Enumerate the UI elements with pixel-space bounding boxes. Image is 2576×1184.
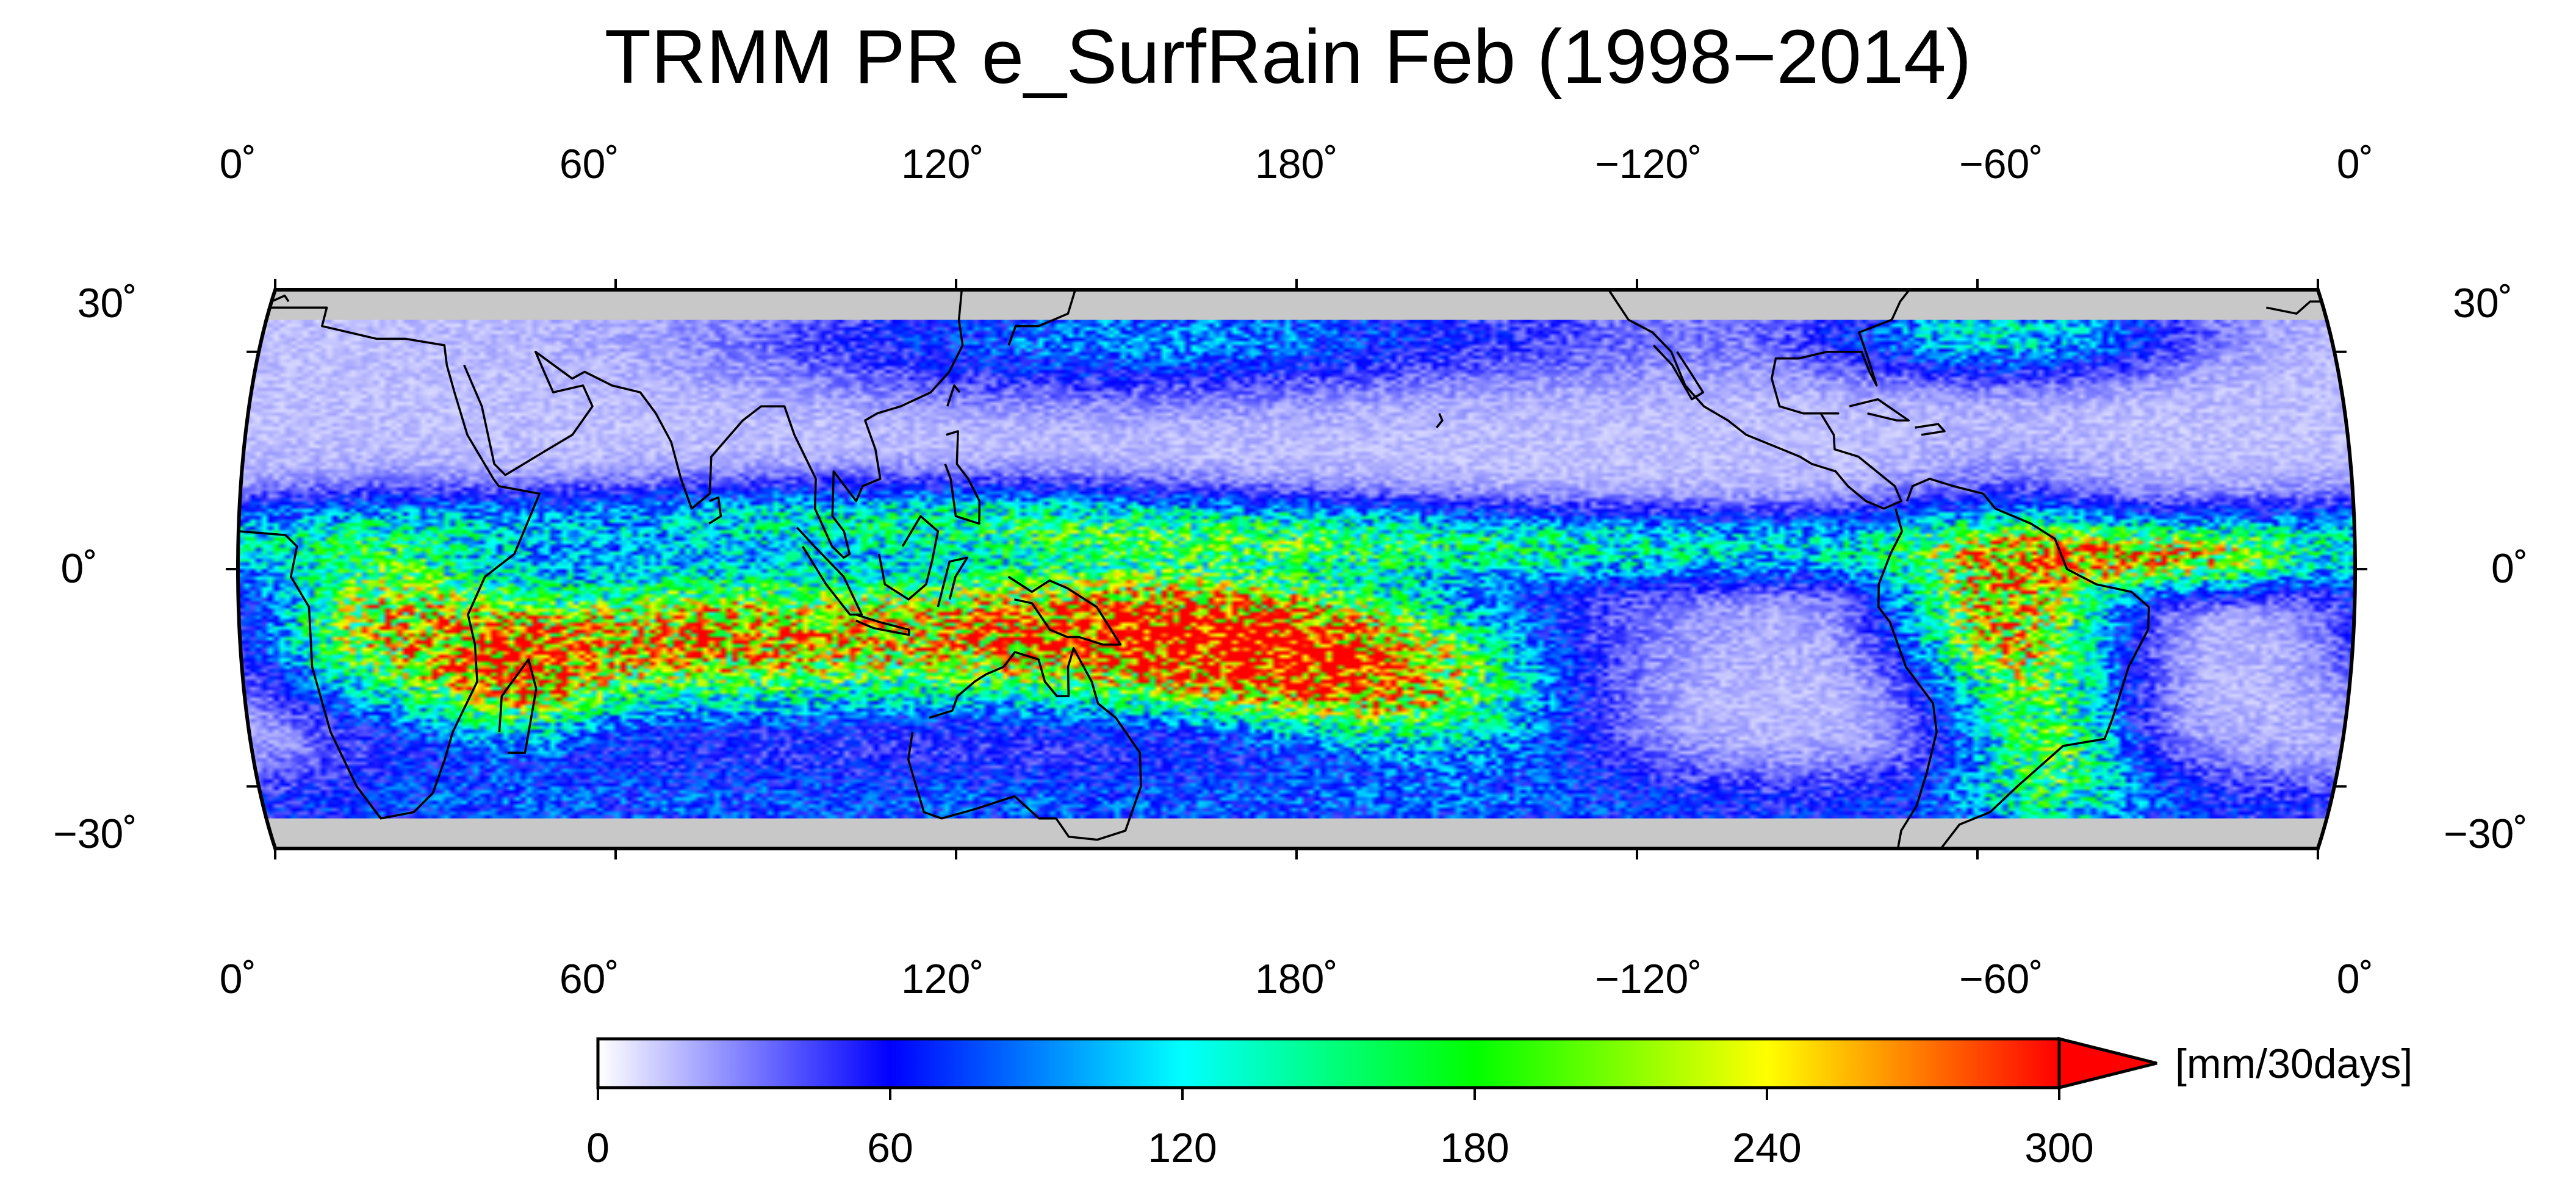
colorbar-tick-0: 0 xyxy=(586,1125,610,1171)
colorbar-tick-240: 240 xyxy=(1732,1125,1801,1171)
colorbar-gradient xyxy=(596,1037,2061,1089)
rainfall-field xyxy=(238,320,2355,819)
colorbar-tick-120: 120 xyxy=(1148,1125,1217,1171)
lon-label-top-120: 120˚ xyxy=(901,141,984,187)
colorbar-tick-300: 300 xyxy=(2024,1125,2093,1171)
coastline-segment xyxy=(1436,413,1444,429)
coastline-segment xyxy=(796,526,863,616)
coastline-segment xyxy=(1877,478,2150,849)
map-ticks xyxy=(226,279,2367,859)
coastlines xyxy=(238,290,2322,849)
lat-label-right-30: 30˚ xyxy=(2453,280,2513,326)
coastline-segment xyxy=(855,613,910,636)
coastline-segment xyxy=(907,647,1142,841)
map-panel xyxy=(226,279,2367,859)
colorbar-ticks xyxy=(597,1088,2060,1100)
coastline-segment xyxy=(944,430,981,525)
coastline-segment xyxy=(238,306,541,820)
colorbar-tick-180: 180 xyxy=(1440,1125,1509,1171)
lon-label-top-180: 180˚ xyxy=(1255,141,1338,187)
chart-title: TRMM PR e_SurfRain Feb (1998−2014) xyxy=(604,15,1972,99)
coastline-segment xyxy=(708,496,722,525)
coastline-segment xyxy=(937,556,968,608)
coastline-segment xyxy=(1652,344,1705,401)
coastline-segment xyxy=(1007,575,1122,646)
coastline-segment xyxy=(1915,423,1946,436)
lon-label-bottom-m60: −60˚ xyxy=(1959,956,2043,1002)
lon-label-bottom-0: 0˚ xyxy=(220,956,256,1002)
coastline-segment xyxy=(498,658,538,754)
coastline-segment xyxy=(877,515,940,601)
coastline-segment xyxy=(1849,398,1910,422)
lat-label-right-0: 0˚ xyxy=(2491,545,2528,592)
coastline-segment xyxy=(946,384,961,407)
lat-label-right-m30: −30˚ xyxy=(2444,811,2528,857)
coastline-segment xyxy=(463,290,964,559)
lon-label-bottom-m120: −120˚ xyxy=(1595,956,1702,1002)
coastline-segment xyxy=(1608,290,1910,510)
colorbar-tick-60: 60 xyxy=(867,1125,913,1171)
lon-label-top-m120: −120˚ xyxy=(1595,141,1702,187)
lat-label-left-m30: −30˚ xyxy=(53,811,137,857)
lon-label-bottom-60: 60˚ xyxy=(559,956,619,1002)
lon-label-top-60: 60˚ xyxy=(559,141,619,187)
colorbar-unit-label: [mm/30days] xyxy=(2175,1041,2412,1087)
lon-label-bottom-0-right: 0˚ xyxy=(2337,956,2373,1002)
coastline-segment xyxy=(1007,290,1076,346)
lon-label-bottom-120: 120˚ xyxy=(901,956,984,1002)
colorbar-extend-triangle xyxy=(2057,1036,2157,1090)
lon-label-top-m60: −60˚ xyxy=(1959,141,2043,187)
lon-label-bottom-180: 180˚ xyxy=(1255,956,1338,1002)
lat-label-left-30: 30˚ xyxy=(77,280,137,326)
coastline-segment xyxy=(271,294,290,303)
lon-label-top-0-right: 0˚ xyxy=(2337,141,2373,187)
coastline-segment xyxy=(2266,300,2322,315)
lon-label-top-0: 0˚ xyxy=(220,141,256,187)
lat-label-left-0: 0˚ xyxy=(61,545,98,592)
colorbar: 0 60 120 180 240 300 [mm/30days] xyxy=(586,1036,2412,1171)
